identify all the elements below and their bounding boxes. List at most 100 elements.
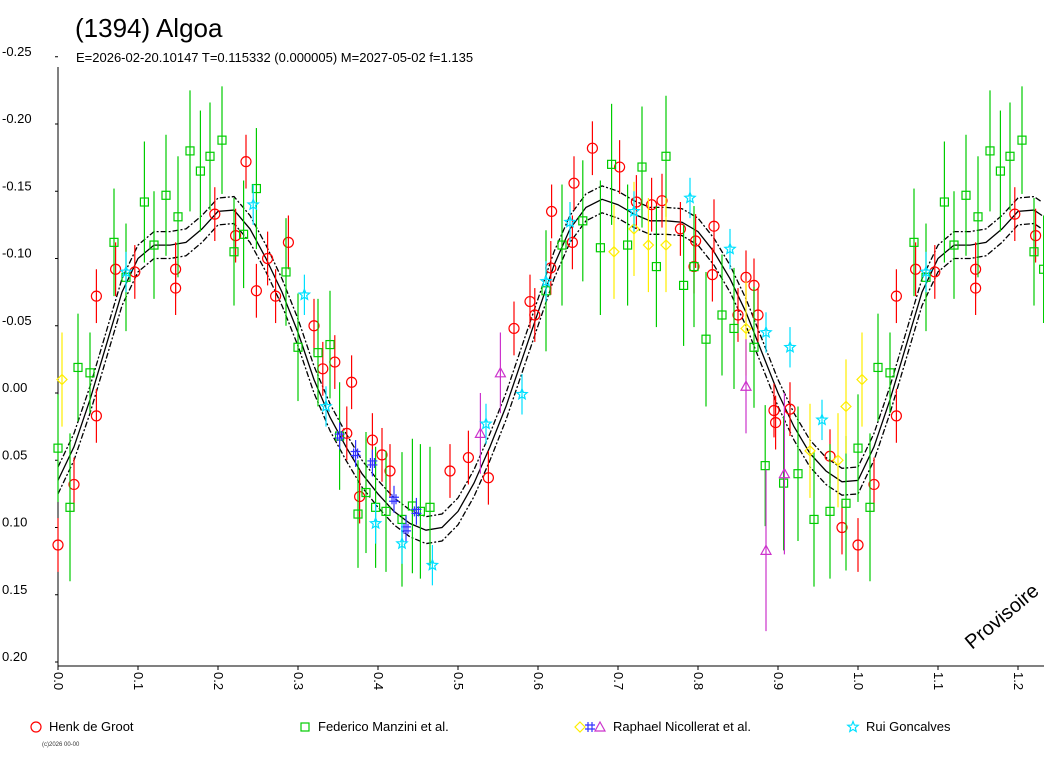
data-point: [325, 339, 335, 350]
fit-curves: [57, 185, 1043, 545]
y-tick-label: 0.00: [2, 380, 27, 395]
data-point: [529, 309, 541, 321]
data-point: [297, 287, 312, 301]
data-point: [334, 431, 345, 442]
data-point: [759, 544, 773, 555]
data-point: [825, 506, 835, 516]
y-tick-label: -0.10: [2, 246, 32, 261]
data-point: [161, 190, 171, 200]
data-point: [474, 427, 487, 438]
x-axis: 0.0 0.1 0.2 0.3 0.4 0.5 0.6 0.7 0.8 0.9 1.0 1.1 1.2: [51, 666, 1026, 690]
x-tick-label: 1.1: [931, 672, 946, 690]
data-point: [366, 434, 378, 446]
series-group: [119, 177, 933, 586]
data-points: [52, 86, 1044, 632]
data-point: [856, 373, 868, 386]
data-point: [627, 204, 641, 218]
data-point: [1017, 135, 1027, 145]
data-point: [674, 223, 687, 235]
chart-subtitle: E=2026-02-20.10147 T=0.115332 (0.000005)…: [76, 50, 473, 65]
data-point: [389, 494, 399, 505]
data-point: [479, 416, 493, 430]
series-group: [474, 332, 791, 632]
data-point: [613, 161, 626, 173]
data-point: [170, 263, 182, 275]
data-point: [293, 342, 303, 352]
data-point: [53, 443, 63, 453]
data-point: [701, 334, 711, 344]
data-point: [246, 197, 260, 211]
data-point: [250, 285, 262, 297]
legend-marker: [30, 721, 42, 733]
x-tick-label: 0.1: [131, 672, 146, 690]
data-point: [353, 509, 363, 519]
series-group: [334, 422, 422, 543]
data-point: [939, 197, 950, 207]
data-point: [270, 290, 282, 302]
data-point: [173, 212, 183, 222]
data-point: [759, 325, 773, 339]
data-point: [56, 373, 68, 386]
data-point: [350, 448, 361, 459]
data-point: [656, 195, 668, 207]
data-point: [395, 536, 409, 550]
data-point: [1029, 230, 1042, 242]
data-point: [313, 348, 323, 358]
data-point: [783, 340, 797, 353]
data-point: [566, 236, 579, 248]
legend-marker: [846, 719, 860, 733]
data-point: [739, 380, 753, 391]
data-point: [139, 197, 149, 207]
data-point: [769, 416, 782, 429]
data-point: [628, 223, 640, 235]
data-point: [678, 280, 689, 290]
series-group: [53, 86, 1044, 587]
data-point: [969, 263, 982, 275]
legend-marker: [574, 721, 586, 733]
data-point: [1009, 208, 1021, 220]
x-tick-label: 0.7: [611, 672, 626, 690]
legend-label: Raphael Nicollerat et al.: [613, 719, 751, 734]
legend-marker: [585, 722, 595, 732]
data-point: [749, 342, 759, 352]
data-point: [622, 240, 633, 250]
data-point: [723, 241, 737, 255]
data-point: [119, 264, 133, 278]
data-point: [508, 322, 520, 335]
data-point: [381, 506, 391, 516]
x-tick-label: 0.5: [451, 672, 466, 690]
y-tick-label: 0.10: [2, 515, 27, 530]
legend-marker: [300, 722, 310, 732]
data-point: [109, 237, 119, 247]
data-point: [85, 368, 95, 378]
data-point: [90, 290, 103, 302]
data-point: [367, 457, 378, 468]
data-point: [361, 487, 371, 498]
data-point: [462, 451, 474, 464]
fit-envelope-upper: [57, 185, 1043, 518]
data-point: [425, 558, 440, 571]
data-point: [995, 166, 1006, 176]
data-point: [444, 465, 456, 477]
data-point: [230, 230, 242, 242]
data-point: [109, 263, 122, 275]
data-point: [401, 523, 411, 534]
data-point: [1005, 151, 1015, 161]
data-point: [689, 261, 699, 272]
data-point: [832, 454, 844, 467]
series-group: [52, 121, 1042, 572]
data-point: [637, 162, 647, 172]
data-point: [683, 190, 697, 204]
data-point: [793, 469, 803, 479]
x-tick-label: 0.6: [531, 672, 546, 690]
data-point: [909, 237, 919, 247]
data-point: [890, 290, 903, 302]
data-point: [985, 146, 995, 156]
y-tick-label: -0.05: [2, 313, 32, 328]
y-tick-label: 0.05: [2, 447, 27, 462]
copyright-note: (c)2026 00-00: [42, 742, 80, 748]
legend-marker: [593, 720, 607, 732]
data-point: [376, 449, 388, 461]
data-point: [836, 521, 848, 534]
